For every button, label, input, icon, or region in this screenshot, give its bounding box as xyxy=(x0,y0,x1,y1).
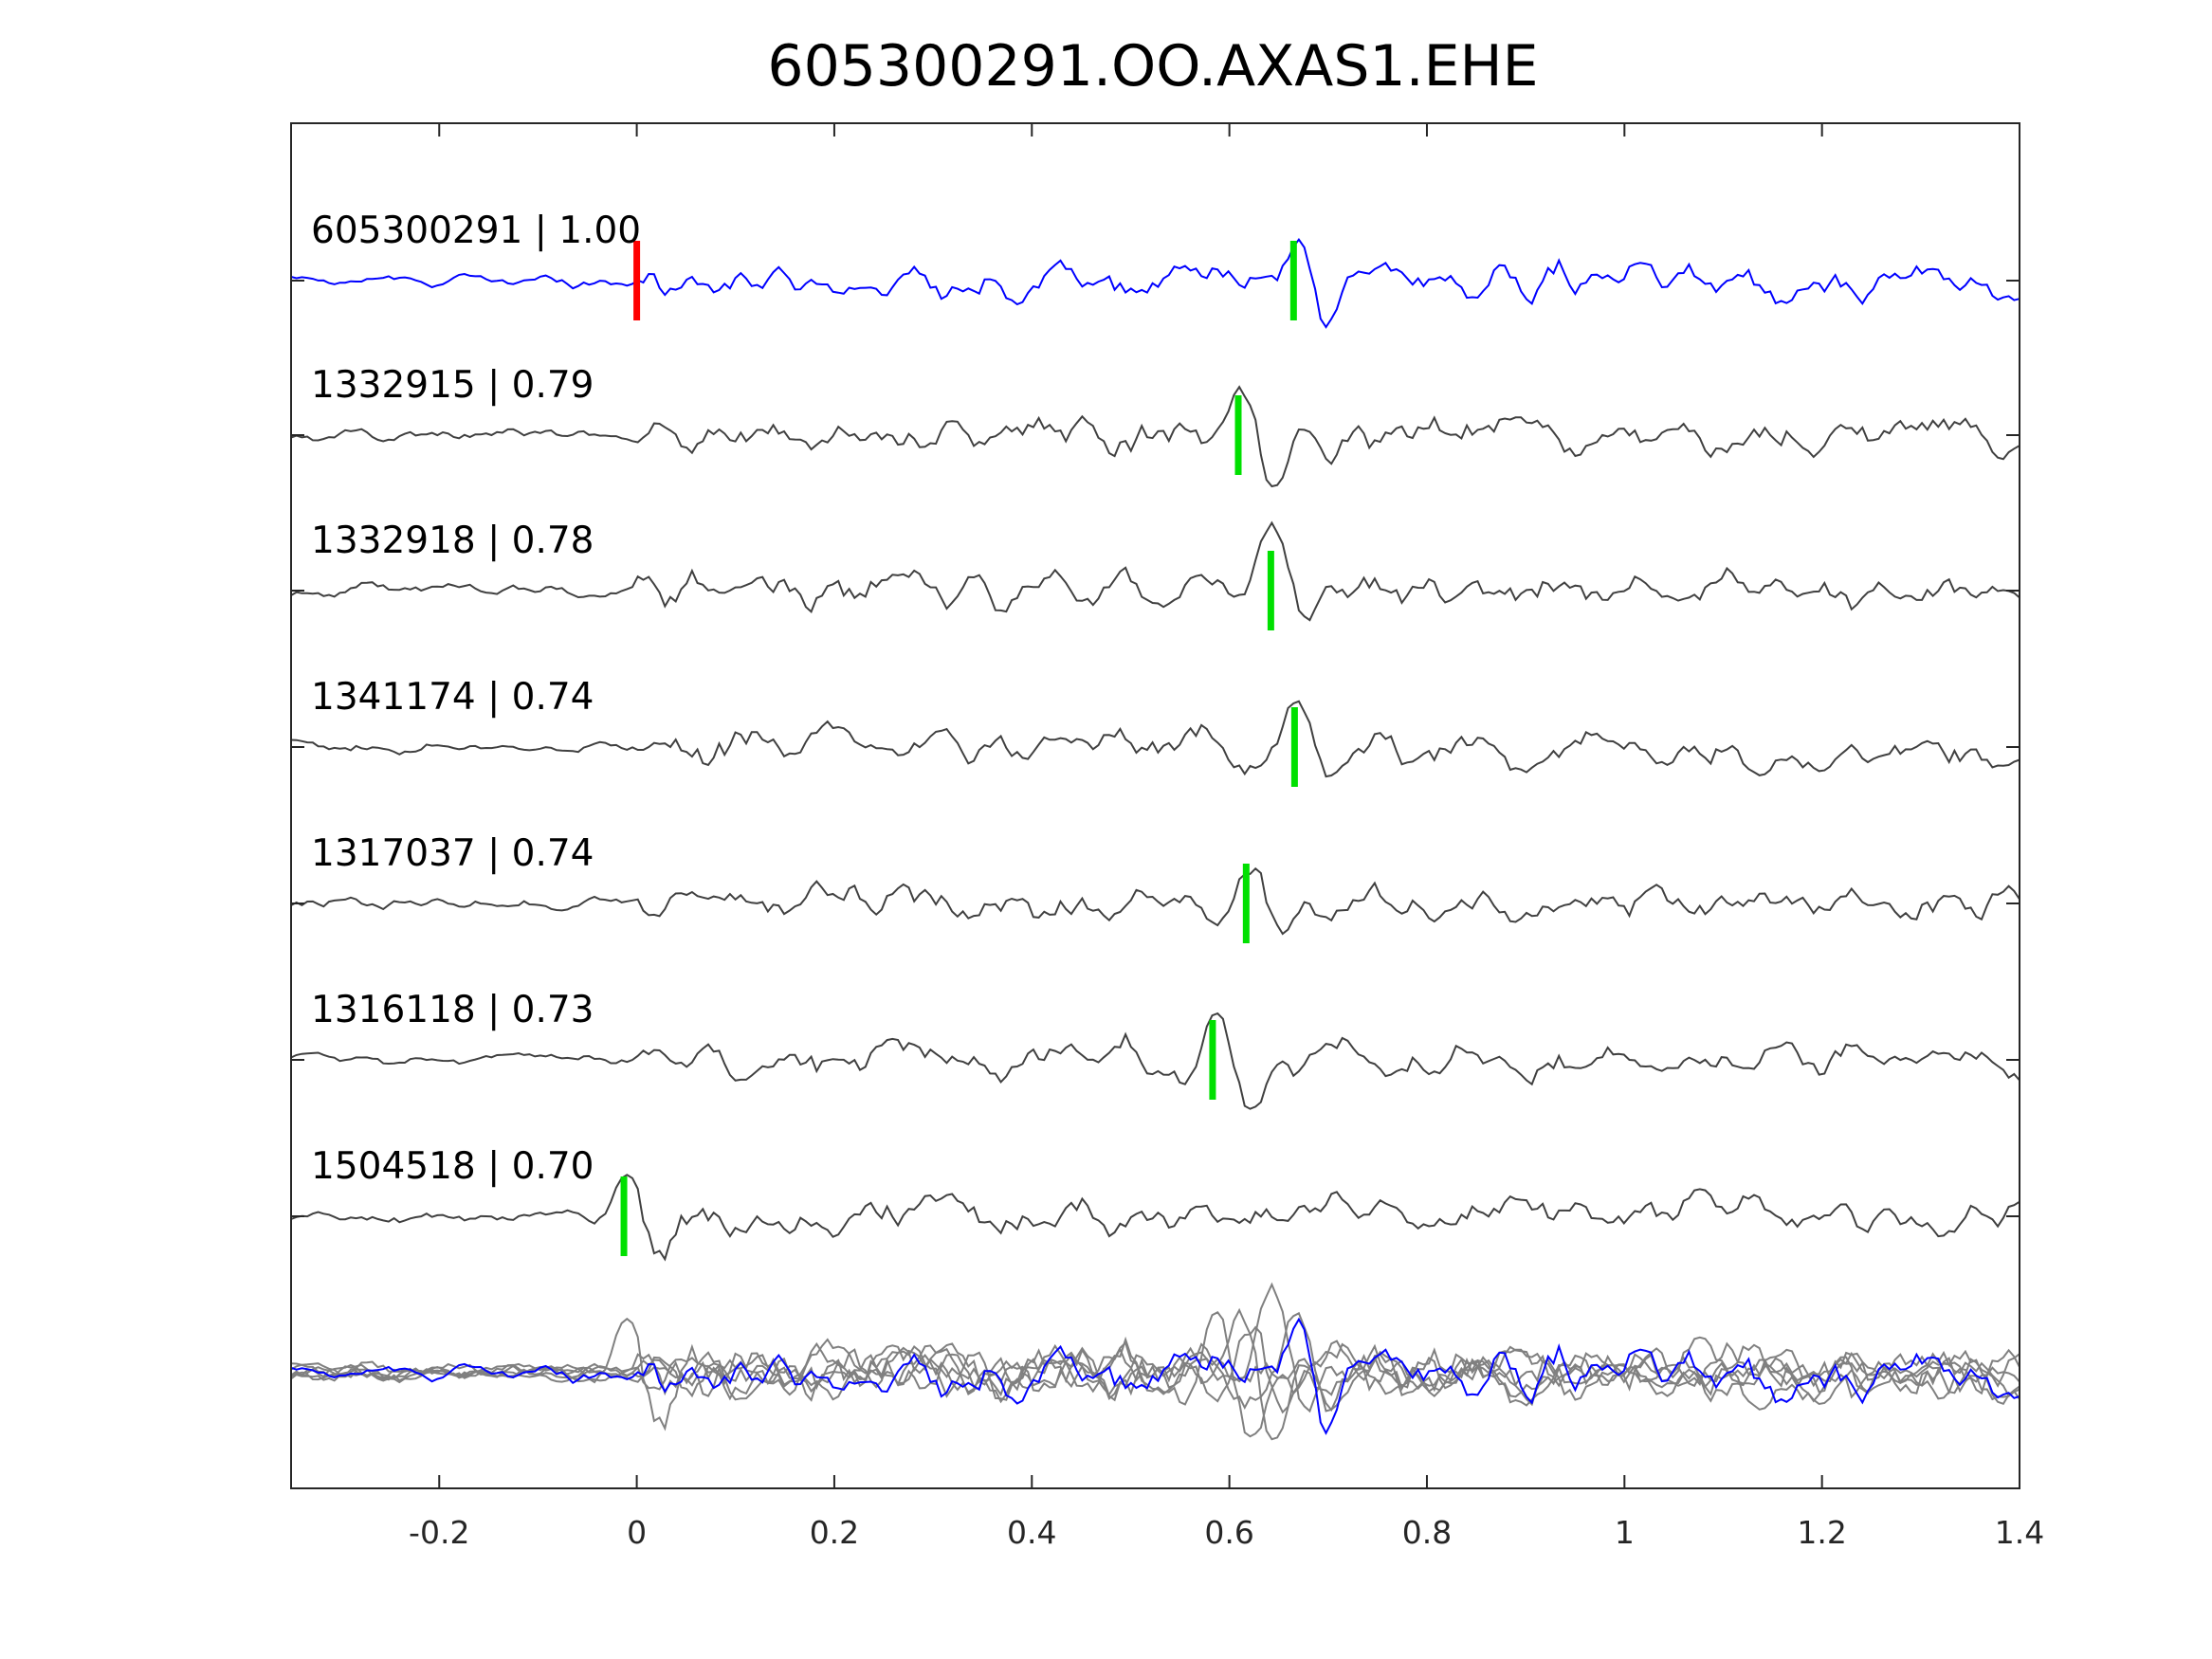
trace-label: 1317037 | 0.74 xyxy=(311,832,594,875)
trace-1341174 xyxy=(290,700,2020,778)
trace-1332918 xyxy=(290,520,2020,622)
trace-1332915 xyxy=(290,385,2020,488)
trace-label: 605300291 | 1.00 xyxy=(311,210,641,252)
x-tick-label: 0.6 xyxy=(1204,1514,1253,1551)
trace-label: 1341174 | 0.74 xyxy=(311,676,594,719)
trace-label: 1316118 | 0.73 xyxy=(311,989,594,1031)
stack-trace xyxy=(290,1325,2020,1414)
trace-1504518 xyxy=(290,1174,2020,1262)
chart-title: 605300291.OO.AXAS1.EHE xyxy=(767,33,1538,100)
x-tick-label: 1.2 xyxy=(1797,1514,1846,1551)
trace-label: 1332918 | 0.78 xyxy=(311,520,594,562)
stack-trace xyxy=(290,1317,2020,1431)
x-tick-label: 1.4 xyxy=(1995,1514,2044,1551)
trace-605300291 xyxy=(290,237,2020,329)
axes-frame xyxy=(290,122,2020,1489)
stack-trace xyxy=(290,1317,2020,1435)
stack-trace xyxy=(290,1311,2020,1413)
trace-label: 1332915 | 0.79 xyxy=(311,364,594,407)
trace-label: 1504518 | 0.70 xyxy=(311,1145,594,1188)
x-tick-label: 0.2 xyxy=(810,1514,859,1551)
trace-1316118 xyxy=(290,1012,2020,1110)
stack-trace xyxy=(290,1311,2020,1438)
x-tick-label: 1 xyxy=(1615,1514,1635,1551)
x-tick-label: 0.8 xyxy=(1402,1514,1452,1551)
x-tick-label: 0.4 xyxy=(1007,1514,1056,1551)
trace-1317037 xyxy=(290,866,2020,936)
x-tick-label: 0 xyxy=(627,1514,647,1551)
x-tick-label: -0.2 xyxy=(409,1514,469,1551)
